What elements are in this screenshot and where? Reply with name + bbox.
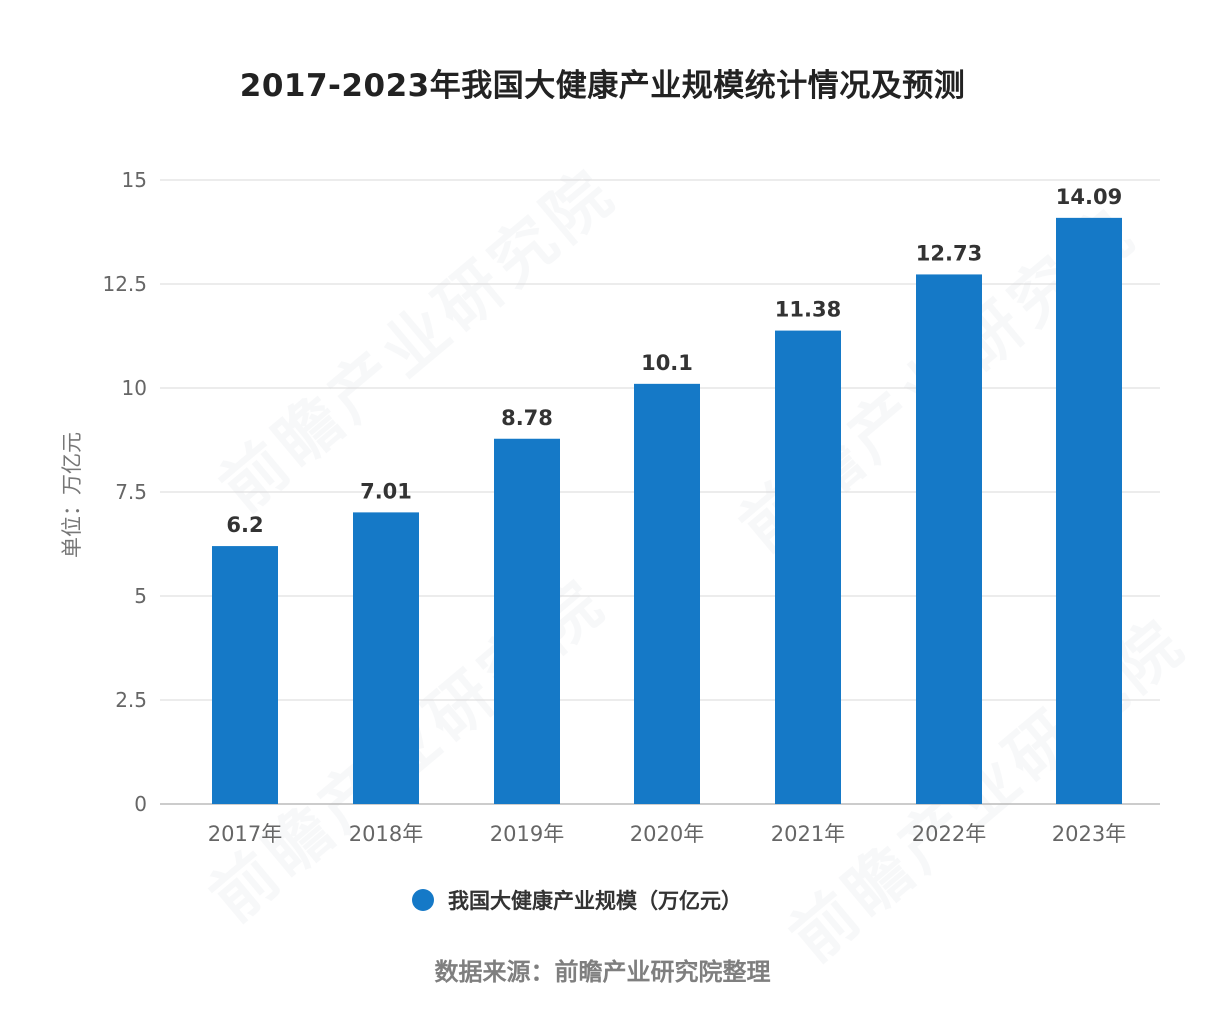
legend[interactable]: 我国大健康产业规模（万亿元） xyxy=(412,884,742,916)
bar-2017年[interactable] xyxy=(212,546,278,804)
x-tick-label: 2019年 xyxy=(490,822,564,846)
y-axis-ticks: 0 2.5 5 7.5 10 12.5 15 xyxy=(102,168,147,816)
x-tick-label: 2023年 xyxy=(1052,822,1126,846)
y-tick-label: 2.5 xyxy=(115,688,147,712)
y-tick-label: 7.5 xyxy=(115,480,147,504)
y-tick-label: 5 xyxy=(134,584,147,608)
x-tick-label: 2018年 xyxy=(349,822,423,846)
legend-label: 我国大健康产业规模（万亿元） xyxy=(448,889,742,913)
data-label: 8.78 xyxy=(501,406,553,430)
y-tick-label: 12.5 xyxy=(102,272,147,296)
bar-2023年[interactable] xyxy=(1056,217,1122,804)
bars xyxy=(212,217,1122,804)
bar-2021年[interactable] xyxy=(775,330,841,804)
legend-marker-icon xyxy=(412,889,434,911)
source-note: 数据来源：前瞻产业研究院整理 xyxy=(434,958,771,986)
chart-title: 2017-2023年我国大健康产业规模统计情况及预测 xyxy=(239,68,966,104)
data-label: 11.38 xyxy=(775,298,841,322)
data-label: 10.1 xyxy=(641,351,693,375)
x-tick-label: 2021年 xyxy=(771,822,845,846)
x-tick-label: 2020年 xyxy=(630,822,704,846)
data-labels: 6.2 7.01 8.78 10.1 11.38 12.73 14.09 xyxy=(226,185,1122,537)
bar-2018年[interactable] xyxy=(353,512,419,804)
y-tick-label: 10 xyxy=(122,376,147,400)
bar-2022年[interactable] xyxy=(916,274,982,804)
bar-2019年[interactable] xyxy=(494,438,560,804)
x-tick-label: 2017年 xyxy=(208,822,282,846)
data-label: 7.01 xyxy=(360,479,412,503)
data-label: 12.73 xyxy=(916,241,982,265)
x-tick-label: 2022年 xyxy=(912,822,986,846)
x-axis-ticks: 2017年 2018年 2019年 2020年 2021年 2022年 2023年 xyxy=(208,822,1126,846)
y-tick-label: 0 xyxy=(134,792,147,816)
y-tick-label: 15 xyxy=(122,168,147,192)
bar-2020年[interactable] xyxy=(634,383,700,804)
y-axis-label: 单位：万亿元 xyxy=(60,432,84,558)
data-label: 6.2 xyxy=(226,513,263,537)
data-label: 14.09 xyxy=(1056,185,1122,209)
